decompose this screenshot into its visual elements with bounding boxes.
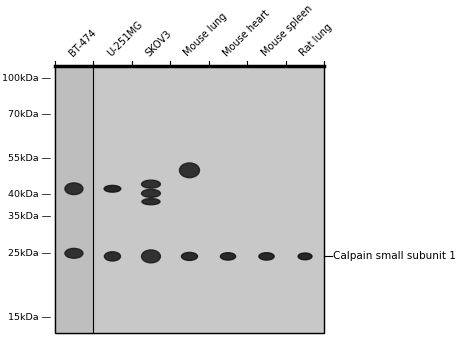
Ellipse shape [298,253,312,260]
Ellipse shape [65,183,83,195]
Text: 40kDa —: 40kDa — [8,190,51,199]
Text: Mouse heart: Mouse heart [221,8,271,58]
Text: BT-474: BT-474 [67,27,98,58]
Text: Rat lung: Rat lung [298,22,334,58]
Ellipse shape [181,252,197,260]
Bar [55,66,324,333]
Text: 55kDa —: 55kDa — [8,154,51,162]
Text: 15kDa —: 15kDa — [8,313,51,322]
Text: 25kDa —: 25kDa — [8,249,51,258]
Bar [55,66,93,333]
Ellipse shape [104,252,120,261]
Ellipse shape [220,253,235,260]
Text: SKOV3: SKOV3 [144,28,174,58]
Ellipse shape [65,248,83,258]
Ellipse shape [180,163,200,178]
Ellipse shape [104,186,121,192]
Text: U-251MG: U-251MG [105,19,144,58]
Text: 70kDa —: 70kDa — [8,111,51,119]
Text: 100kDa —: 100kDa — [2,74,51,83]
Ellipse shape [142,180,160,188]
Ellipse shape [142,250,160,263]
Ellipse shape [142,198,160,205]
Bar [55,66,324,333]
Text: 35kDa —: 35kDa — [8,212,51,221]
Ellipse shape [259,253,274,260]
Ellipse shape [142,189,160,197]
Text: Mouse spleen: Mouse spleen [260,4,314,58]
Text: Calpain small subunit 1: Calpain small subunit 1 [333,251,456,261]
Text: Mouse lung: Mouse lung [182,11,229,58]
